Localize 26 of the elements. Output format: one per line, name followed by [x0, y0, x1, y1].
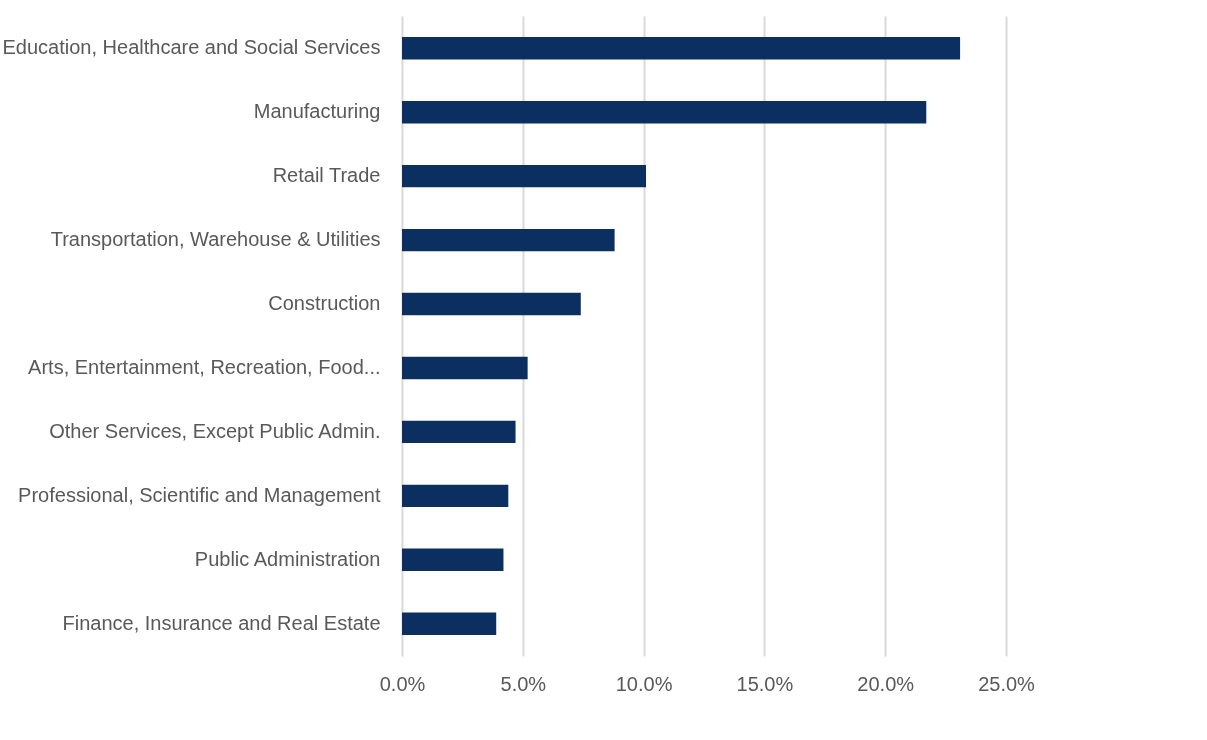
x-tick-label: 0.0%: [379, 672, 426, 695]
y-tick-label: Manufacturing: [253, 100, 381, 123]
bar: [402, 292, 581, 316]
bar: [402, 420, 516, 444]
y-tick-label: Professional, Scientific and Management: [18, 483, 381, 506]
x-tick-label: 20.0%: [857, 672, 915, 695]
bar: [402, 101, 927, 124]
bar: [402, 484, 509, 508]
y-tick-label: Public Administration: [194, 547, 381, 570]
x-tick-label: 10.0%: [615, 672, 673, 695]
x-tick-label: 5.0%: [500, 672, 547, 695]
bar: [402, 164, 647, 188]
bar: [402, 356, 528, 380]
y-tick-label: Education, Healthcare and Social Services: [2, 36, 381, 59]
y-tick-label: Other Services, Except Public Admin.: [49, 419, 381, 442]
y-tick-label: Transportation, Warehouse & Utilities: [50, 228, 381, 251]
y-tick-label: Arts, Entertainment, Recreation, Food...: [28, 355, 381, 378]
y-tick-label: Finance, Insurance and Real Estate: [62, 611, 381, 634]
x-tick-label: 25.0%: [978, 672, 1036, 695]
bar: [402, 37, 961, 60]
y-tick-label: Construction: [268, 292, 381, 315]
x-tick-label: 15.0%: [736, 672, 794, 695]
bar: [402, 228, 615, 252]
y-tick-label: Retail Trade: [272, 164, 381, 187]
bar: [402, 548, 504, 571]
bar: [402, 612, 497, 635]
